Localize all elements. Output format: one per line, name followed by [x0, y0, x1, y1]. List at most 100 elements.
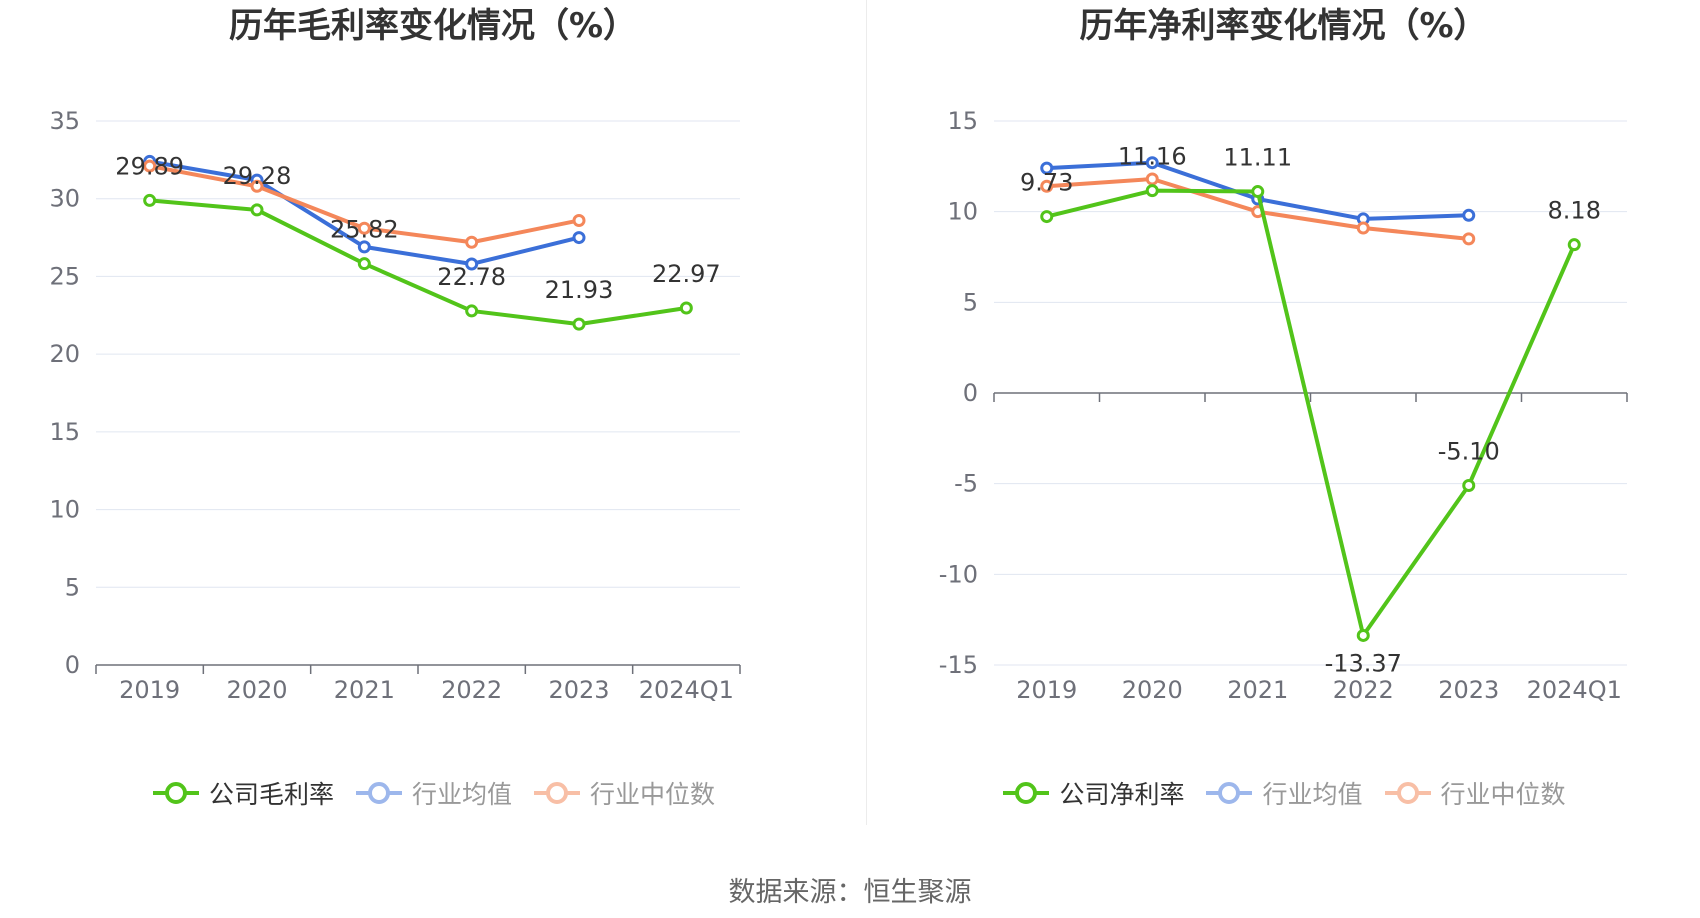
data-label: 22.78 [437, 263, 506, 291]
data-label: -5.10 [1438, 437, 1500, 465]
grid-lines [994, 120, 1627, 666]
x-tick-label: 2023 [548, 676, 609, 704]
x-axis-ticks: 2019 2020 2021 2022 2023 2024Q1 [95, 665, 741, 704]
data-point[interactable] [1040, 210, 1054, 224]
data-label: 8.18 [1548, 197, 1601, 225]
series-company [1040, 184, 1581, 642]
legend-label: 公司净利率 [1059, 780, 1185, 809]
net-margin-plot: -15 -10 -5 0 5 10 15 2019 2020 2021 2022 2023 2024Q1… [939, 107, 1628, 704]
series-line [1046, 188, 1577, 638]
data-label: 9.73 [1020, 169, 1073, 197]
data-point[interactable] [1145, 156, 1159, 170]
data-point[interactable] [465, 304, 479, 318]
x-tick-label: 2022 [1333, 676, 1394, 704]
y-axis-ticks: 0 5 10 15 20 25 30 35 [49, 107, 80, 679]
chart-title: 历年毛利率变化情况（%） [228, 6, 638, 46]
data-point[interactable] [1251, 185, 1265, 199]
legend-item[interactable]: 公司毛利率 [151, 775, 334, 811]
data-point[interactable] [1145, 172, 1159, 186]
y-tick-label: 0 [963, 379, 978, 407]
y-tick-label: 15 [947, 107, 978, 135]
series-industry-median [1040, 172, 1476, 246]
data-point[interactable] [1462, 478, 1476, 492]
data-point[interactable] [143, 159, 157, 173]
legend-item[interactable]: 公司净利率 [1001, 775, 1184, 811]
legend-swatch [534, 782, 580, 804]
x-axis-ticks: 2019 2020 2021 2022 2023 2024Q1 [993, 393, 1628, 704]
data-label: 11.16 [1118, 143, 1187, 171]
legend: 公司毛利率 行业均值 行业中位数 [0, 775, 866, 812]
legend-item[interactable]: 行业中位数 [1383, 775, 1566, 811]
data-point[interactable] [1462, 208, 1476, 222]
panel-divider [866, 0, 867, 825]
x-tick-label: 2021 [1227, 676, 1288, 704]
data-point[interactable] [465, 235, 479, 249]
data-label: 11.11 [1223, 144, 1292, 172]
data-point[interactable] [357, 221, 371, 235]
data-point[interactable] [572, 213, 586, 227]
legend-label: 行业均值 [411, 780, 512, 809]
x-tick-label: 2020 [1122, 676, 1183, 704]
legend-label: 行业中位数 [590, 780, 716, 809]
legend-swatch [1206, 782, 1253, 804]
x-tick-label: 2021 [334, 676, 395, 704]
x-tick-label: 2024Q1 [1527, 676, 1622, 704]
gross-margin-plot: 0 5 10 15 20 25 30 35 2019 2020 2021 2022 2023 2024Q1… [49, 107, 741, 704]
y-tick-label: 30 [49, 185, 80, 213]
data-point[interactable] [572, 231, 586, 245]
legend-swatch [152, 782, 199, 804]
x-tick-label: 2022 [441, 676, 502, 704]
net-margin-chart: 历年净利率变化情况（%） -15 -10 -5 0 5 10 15 2019 2020 2021 2… [867, 0, 1700, 918]
data-point[interactable] [1356, 221, 1370, 235]
x-tick-label: 2024Q1 [639, 676, 734, 704]
x-tick-label: 2019 [1016, 676, 1077, 704]
grid-lines [96, 120, 740, 588]
y-tick-label: 0 [65, 651, 80, 679]
legend-item[interactable]: 行业均值 [354, 775, 512, 811]
series-company [143, 193, 693, 331]
gross-margin-chart: 历年毛利率变化情况（%） 0 5 10 15 20 25 30 35 2019 2020 2021 2… [0, 6, 866, 812]
series-line [149, 198, 687, 327]
y-tick-label: 5 [963, 288, 978, 316]
data-point[interactable] [143, 193, 157, 207]
legend-item[interactable]: 行业均值 [1204, 775, 1363, 811]
data-label: -13.37 [1325, 649, 1402, 677]
data-point[interactable] [250, 203, 264, 217]
legend: 公司净利率 行业均值 行业中位数 [867, 775, 1700, 812]
data-point[interactable] [1567, 238, 1581, 252]
series-industry-median [143, 159, 586, 249]
legend-label: 行业中位数 [1440, 780, 1566, 809]
data-point[interactable] [1040, 179, 1054, 193]
data-point[interactable] [1145, 184, 1159, 198]
legend-item[interactable]: 行业中位数 [532, 775, 715, 811]
data-point[interactable] [1356, 628, 1370, 642]
y-tick-label: 5 [65, 573, 80, 601]
data-labels: 9.73 11.16 11.11 -13.37 -5.10 8.18 [1020, 143, 1601, 678]
data-point[interactable] [357, 257, 371, 271]
data-point[interactable] [465, 257, 479, 271]
y-tick-label: 15 [49, 418, 80, 446]
data-point[interactable] [357, 240, 371, 254]
chart-title: 历年净利率变化情况（%） [1079, 6, 1488, 46]
data-label: 25.82 [330, 216, 399, 244]
data-point[interactable] [1040, 161, 1054, 175]
data-point[interactable] [572, 317, 586, 331]
data-source: 数据来源：恒生聚源 [728, 877, 972, 908]
y-tick-label: 20 [49, 340, 80, 368]
legend-swatch [1003, 782, 1050, 804]
data-labels: 29.89 29.28 25.82 22.78 21.93 22.97 [115, 152, 720, 304]
x-tick-label: 2023 [1438, 676, 1499, 704]
y-tick-label: 10 [49, 496, 80, 524]
data-label: 29.89 [115, 152, 184, 180]
data-label: 29.28 [223, 162, 292, 190]
data-point[interactable] [679, 301, 693, 315]
data-point[interactable] [1462, 232, 1476, 246]
data-label: 22.97 [652, 260, 721, 288]
y-tick-label: -10 [939, 560, 978, 588]
data-point[interactable] [250, 179, 264, 193]
legend-label: 公司毛利率 [208, 780, 334, 809]
legend-swatch [1384, 782, 1431, 804]
y-tick-label: 10 [947, 198, 978, 226]
x-tick-label: 2020 [226, 676, 287, 704]
legend-label: 行业均值 [1262, 780, 1363, 809]
